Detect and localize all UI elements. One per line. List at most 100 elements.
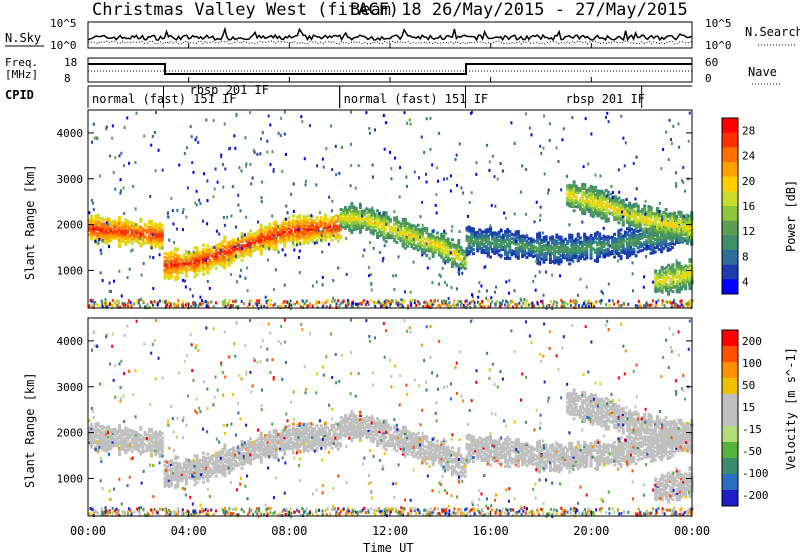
power-cell	[493, 245, 497, 249]
power-cell	[425, 253, 429, 257]
power-cell	[90, 231, 94, 235]
power-cell	[281, 301, 284, 305]
power-cell	[191, 266, 195, 270]
power-cell	[296, 230, 300, 234]
power-cell	[155, 302, 158, 306]
power-cell	[126, 220, 130, 224]
power-cell	[602, 195, 606, 199]
power-cell	[523, 251, 527, 255]
power-cell	[151, 303, 154, 307]
power-cell	[223, 245, 227, 249]
power-cell	[568, 187, 572, 191]
power-cell	[672, 298, 675, 302]
power-cell	[283, 132, 286, 136]
power-cell	[625, 243, 629, 247]
power-cell	[380, 214, 384, 218]
power-cell	[246, 250, 250, 254]
power-cell	[660, 223, 664, 227]
power-cell	[471, 294, 474, 298]
power-cell	[542, 256, 546, 260]
power-cell	[683, 214, 686, 218]
power-cell	[446, 260, 450, 264]
power-cell	[236, 256, 240, 260]
power-cell	[225, 250, 229, 254]
power-cell	[681, 214, 685, 218]
power-cell	[102, 218, 106, 222]
power-cell	[195, 260, 199, 264]
power-cell	[231, 254, 235, 258]
power-cell	[595, 257, 599, 261]
power-cell	[181, 278, 184, 282]
power-cell	[664, 222, 668, 226]
power-cell	[593, 236, 597, 240]
power-cell	[223, 260, 227, 264]
power-cell	[156, 236, 160, 240]
power-cell	[293, 236, 297, 240]
power-cell	[359, 202, 362, 206]
power-cell	[395, 226, 399, 230]
power-cell	[489, 255, 493, 259]
power-cell	[563, 302, 566, 306]
power-cell	[504, 246, 508, 250]
power-cell	[313, 231, 317, 235]
velocity-cell	[176, 478, 180, 482]
power-cell	[455, 250, 459, 254]
power-cell	[463, 257, 466, 261]
power-cell	[551, 251, 555, 255]
power-cell	[184, 303, 187, 307]
power-cell	[478, 240, 482, 244]
power-cell	[192, 250, 195, 254]
power-cell	[195, 254, 199, 258]
velocity-cell	[98, 435, 102, 439]
power-cell	[311, 221, 315, 225]
power-cell	[139, 217, 143, 221]
power-cell	[623, 164, 626, 168]
power-cell	[151, 233, 154, 237]
power-cell	[672, 242, 676, 246]
power-cell	[180, 262, 184, 266]
power-cell	[249, 243, 253, 247]
power-cell	[615, 250, 619, 254]
power-cell	[442, 241, 446, 245]
power-cell	[421, 253, 424, 257]
power-cell	[591, 239, 595, 243]
velocity-cell	[122, 439, 126, 443]
power-cell	[227, 261, 231, 265]
power-cell	[332, 279, 335, 283]
power-cell	[647, 213, 651, 217]
power-cell	[268, 241, 272, 245]
power-cell	[613, 215, 617, 219]
power-cell	[654, 275, 658, 279]
power-cell	[132, 234, 136, 238]
nsky-tick-top: 10^5	[50, 17, 77, 30]
power-cell	[544, 239, 548, 243]
velocity-cell	[165, 464, 169, 468]
power-cell	[671, 305, 674, 309]
power-cell	[219, 258, 223, 262]
power-cell	[687, 300, 690, 304]
power-cell	[315, 232, 319, 236]
velocity-cell	[113, 433, 117, 437]
power-cell	[399, 222, 403, 226]
velocity-cell	[107, 445, 111, 449]
power-cell	[304, 238, 308, 242]
power-cell	[274, 241, 278, 245]
power-cell	[576, 257, 580, 261]
power-cell	[221, 260, 225, 264]
power-cell	[330, 238, 334, 242]
power-cell	[686, 265, 690, 269]
power-cell	[367, 216, 371, 220]
power-cell	[244, 248, 248, 252]
power-cell	[317, 235, 321, 239]
power-cell	[410, 224, 414, 228]
power-cell	[681, 228, 685, 232]
power-cell	[645, 302, 648, 306]
power-cell	[378, 251, 381, 255]
power-cell	[122, 225, 126, 229]
power-cell	[540, 238, 544, 242]
power-cell	[358, 220, 362, 224]
power-cell	[510, 241, 514, 245]
power-cell	[272, 235, 276, 239]
power-cell	[373, 212, 377, 216]
power-cell	[632, 203, 635, 207]
